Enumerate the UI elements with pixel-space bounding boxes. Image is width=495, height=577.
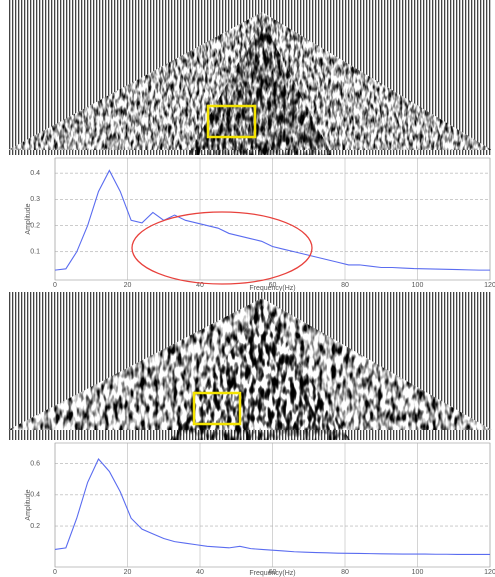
x-tick-label: 80 [341, 569, 349, 576]
x-tick-label: 0 [53, 282, 57, 289]
x-tick-label: 100 [412, 282, 424, 289]
y-tick-label: 0.2 [30, 523, 40, 530]
page: {"chart_data": [ {"type": "line", "xlabe… [0, 0, 495, 577]
y-axis-label: Amplitude [25, 489, 32, 520]
x-axis-label: Frequency(Hz) [249, 570, 295, 577]
x-tick-label: 0 [53, 569, 57, 576]
x-tick-label: 120 [484, 282, 495, 289]
x-axis-label: Frequency(Hz) [249, 285, 295, 292]
x-tick-label: 120 [484, 569, 495, 576]
seismic-gather-top [8, 0, 492, 155]
x-tick-label: 20 [124, 569, 132, 576]
x-tick-label: 40 [196, 569, 204, 576]
y-tick-label: 0.6 [30, 461, 40, 468]
seismic-gather-bottom [8, 292, 492, 440]
y-tick-label: 0.4 [30, 170, 40, 177]
figure: 0.10.20.30.4020406080100120Frequency(Hz)… [0, 0, 495, 577]
x-tick-label: 100 [412, 569, 424, 576]
y-tick-label: 0.3 [30, 196, 40, 203]
y-tick-label: 0.1 [30, 249, 40, 256]
x-tick-label: 80 [341, 282, 349, 289]
y-axis-label: Amplitude [25, 203, 32, 234]
x-tick-label: 20 [124, 282, 132, 289]
